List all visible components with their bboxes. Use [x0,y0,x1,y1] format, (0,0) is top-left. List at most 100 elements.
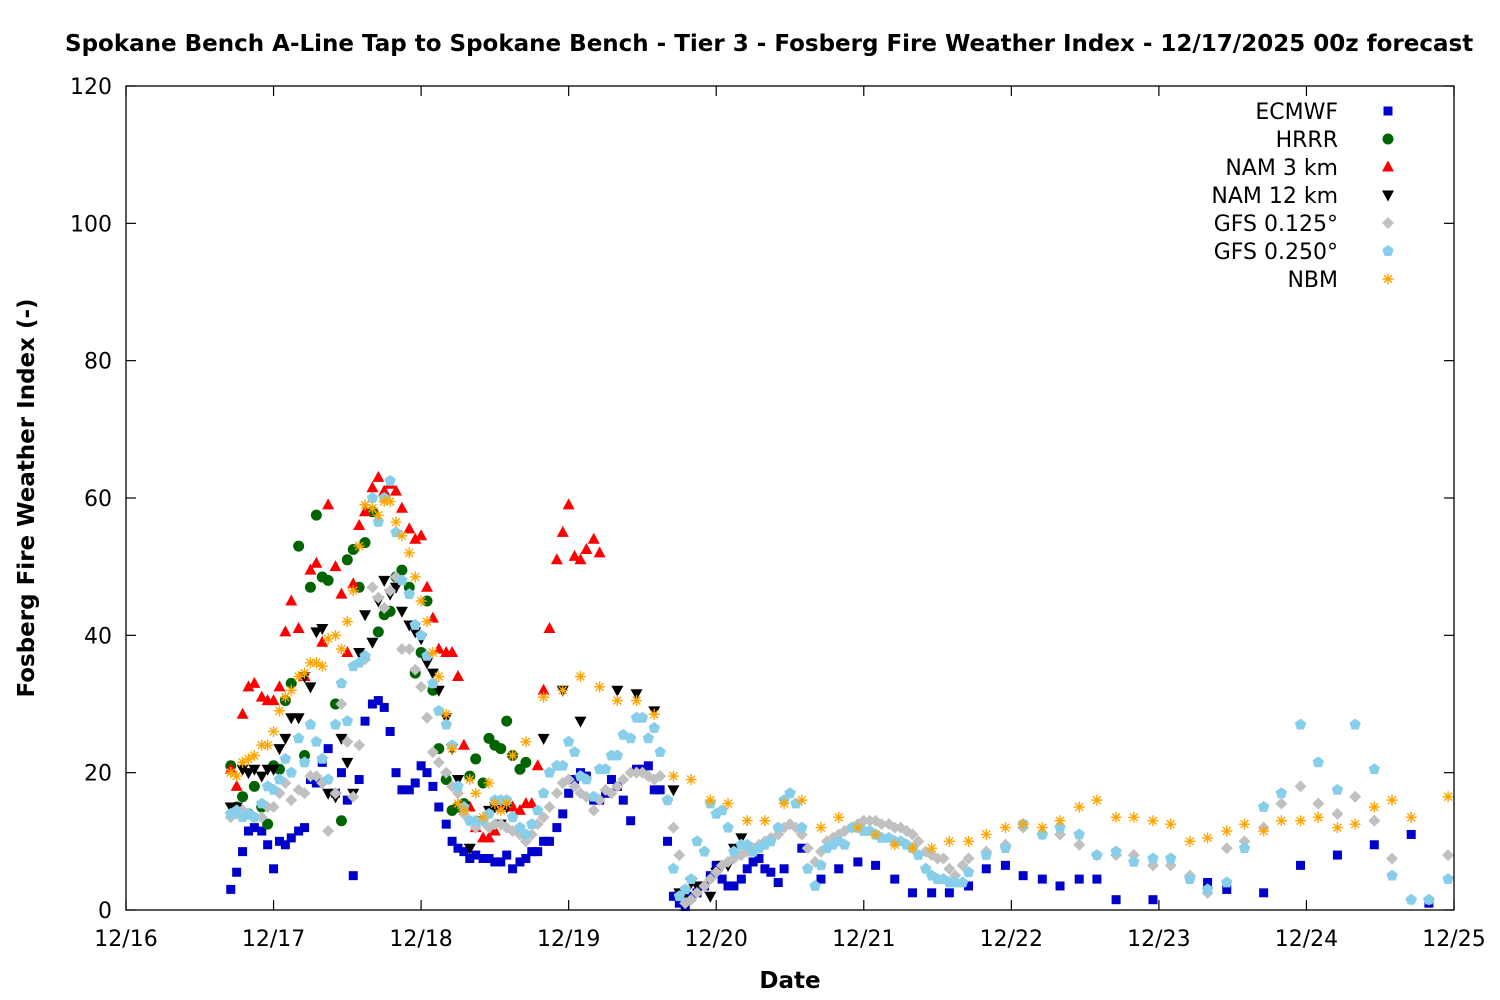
data-point-nbm [304,657,316,669]
data-point-ecmwf [521,854,531,863]
legend-marker-gfs-0-125 [1382,217,1394,229]
data-point-gfs-0-250 [920,862,932,874]
legend-marker-hrrr [1382,133,1394,145]
data-point-ecmwf [391,768,401,778]
data-point-gfs-0-125 [943,862,956,875]
data-point-nbm [396,530,408,542]
data-point-gfs-0-250 [483,807,495,819]
data-point-nam-3-km [531,759,544,771]
data-point-ecmwf [717,874,727,884]
data-point-ecmwf [471,850,481,860]
data-point-nbm [980,828,992,840]
legend-marker-nam-3-km [1382,160,1394,172]
legend-marker-ecmwf [1383,106,1393,116]
data-point-nbm [335,643,347,655]
data-point-nbm [262,739,274,751]
data-point-ecmwf [453,843,463,853]
data-point-gfs-0-250 [667,862,680,874]
data-point-gfs-0-250 [403,588,416,599]
data-point-gfs-0-250 [809,879,821,891]
data-point-gfs-0-125 [1349,790,1362,803]
data-point-nam-12-km [273,744,286,756]
y-tick-label: 100 [70,212,112,237]
data-point-nbm [285,684,297,696]
data-point-ecmwf [1074,874,1084,884]
data-point-gfs-0-250 [802,862,814,874]
data-point-nam-12-km [630,689,643,701]
data-point-hrrr [470,753,482,765]
data-point-nam-3-km [550,553,563,565]
data-point-ecmwf [773,878,783,888]
data-point-ecmwf [736,874,746,884]
data-point-nam-3-km [457,738,470,750]
data-point-ecmwf [447,836,457,846]
data-point-gfs-0-125 [1442,849,1455,862]
data-point-ecmwf [618,795,628,805]
data-point-nam-3-km [255,690,268,702]
data-point-nam-12-km [353,648,366,659]
data-point-gfs-0-250 [588,790,600,802]
data-point-ecmwf [964,881,974,891]
data-point-gfs-0-250 [537,787,550,799]
legend-marker-nbm [1382,273,1394,285]
data-point-nam-3-km [556,525,569,537]
data-point-gfs-0-250 [1349,718,1361,730]
data-point-nbm [489,798,501,810]
data-point-gfs-0-125 [587,804,600,817]
data-point-hrrr [495,743,507,755]
data-point-gfs-0-250 [796,821,808,833]
data-point-gfs-0-125 [440,766,453,779]
data-point-nam-3-km [403,522,416,534]
data-point-ecmwf [428,781,438,791]
data-point-hrrr [285,677,297,689]
legend-label-nam-3-km: NAM 3 km [1225,156,1338,181]
data-point-nbm [446,743,458,755]
data-point-gfs-0-125 [1331,807,1344,820]
data-point-gfs-0-125 [906,828,919,841]
data-point-gfs-0-250 [415,629,427,641]
x-tick-label: 12/17 [242,927,305,952]
data-point-nbm [1405,811,1417,823]
data-point-gfs-0-250 [248,811,261,823]
series-ecmwf [226,696,1434,912]
data-point-nbm [815,822,827,834]
data-point-ecmwf [379,702,389,712]
x-tick-label: 12/18 [389,927,452,952]
data-point-ecmwf [502,850,512,860]
data-point-ecmwf [360,716,370,726]
data-point-nam-3-km [236,707,249,719]
data-point-hrrr [501,715,513,727]
data-point-gfs-0-250 [433,704,445,716]
data-point-gfs-0-250 [679,883,691,895]
data-point-nam-3-km [347,577,360,589]
data-point-nbm [378,495,390,507]
data-point-nam-3-km [415,529,428,541]
data-point-nbm [889,839,901,851]
data-point-nbm [495,804,507,816]
data-point-nam-3-km [242,680,255,692]
legend-label-nam-12-km: NAM 12 km [1211,184,1338,209]
data-point-nbm [631,695,643,707]
chart-title: Spokane Bench A-Line Tap to Spokane Benc… [65,31,1473,57]
data-point-gfs-0-250 [366,492,379,503]
data-point-nam-12-km [316,623,329,635]
data-point-gfs-0-125 [415,680,428,693]
data-point-nbm [1349,818,1361,830]
x-tick-label: 12/24 [1275,927,1338,952]
data-point-gfs-0-250 [722,821,734,833]
data-point-gfs-0-250 [285,766,297,778]
data-point-ecmwf [1222,884,1232,894]
data-point-nam-12-km [310,627,323,639]
data-point-gfs-0-250 [815,859,827,871]
data-point-gfs-0-125 [409,663,422,676]
data-point-gfs-0-250 [1368,763,1381,775]
data-point-nbm [353,540,365,552]
data-point-nbm [926,842,938,854]
data-point-gfs-0-250 [514,821,526,833]
data-point-nam-12-km [667,785,680,797]
data-point-gfs-0-125 [378,601,391,614]
data-point-hrrr [262,818,274,830]
data-point-nam-12-km [304,682,317,694]
data-point-nam-3-km [273,680,286,692]
data-point-nam-3-km [543,621,556,633]
